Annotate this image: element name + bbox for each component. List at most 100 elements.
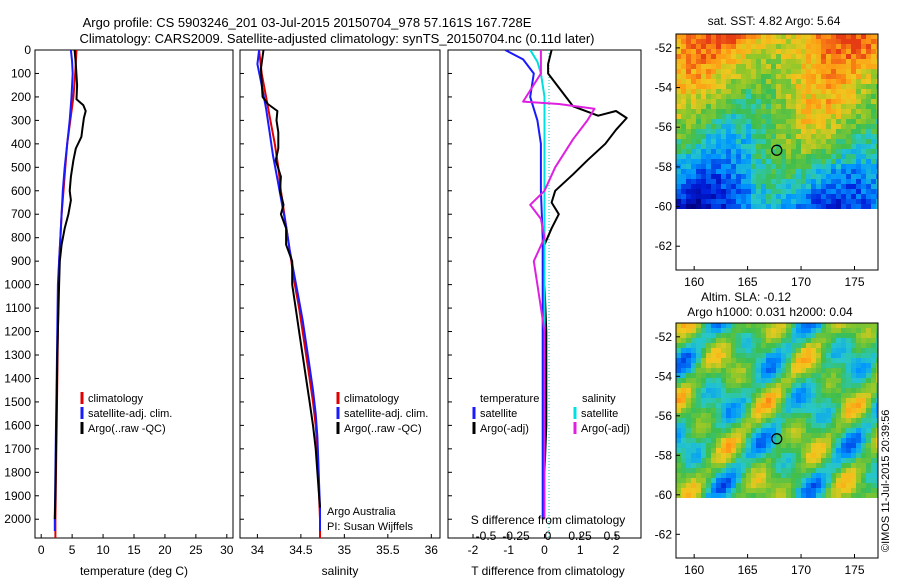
heat-cell [781,199,786,204]
heat-cell [786,194,791,199]
heat-cell [866,154,871,159]
heat-cell [776,443,781,448]
heat-cell [821,413,826,418]
heat-cell [816,189,821,194]
heat-cell [706,69,711,74]
heat-cell [836,383,841,388]
heat-cell [841,154,846,159]
heat-cell [731,493,736,498]
heat-cell [806,74,811,79]
heat-cell [811,79,816,84]
heat-cell [776,448,781,453]
heat-cell [696,398,701,403]
heat-cell [726,338,731,343]
heat-cell [876,473,878,478]
heat-cell [691,89,696,94]
heat-cell [781,134,786,139]
heat-cell [706,448,711,453]
heat-cell [841,44,846,49]
heat-cell [781,204,786,209]
heat-cell [791,328,796,333]
heat-cell [701,164,706,169]
heat-cell [871,124,876,129]
heat-cell [876,99,878,104]
heat-cell [816,458,821,463]
heat-cell [696,104,701,109]
heat-cell [751,89,756,94]
heat-cell [861,393,866,398]
heat-cell [686,458,691,463]
heat-cell [711,353,716,358]
heat-cell [776,54,781,59]
heat-cell [701,59,706,64]
heat-cell [856,49,861,54]
heat-cell [826,473,831,478]
heat-cell [701,463,706,468]
heat-cell [741,144,746,149]
heat-cell [836,114,841,119]
heat-cell [811,114,816,119]
heat-cell [816,363,821,368]
heat-cell [731,169,736,174]
heat-cell [691,358,696,363]
heat-cell [726,413,731,418]
heat-cell [776,483,781,488]
heat-cell [736,129,741,134]
heat-cell [846,124,851,129]
heat-cell [851,204,856,209]
heat-cell [756,129,761,134]
heat-cell [786,483,791,488]
heat-cell [811,363,816,368]
heat-cell [696,194,701,199]
heat-cell [771,64,776,69]
heat-cell [741,398,746,403]
heat-cell [706,169,711,174]
heat-cell [686,84,691,89]
heat-cell [686,493,691,498]
heat-cell [731,89,736,94]
heat-cell [731,94,736,99]
heat-cell [846,69,851,74]
heat-cell [861,358,866,363]
heat-cell [696,44,701,49]
heat-cell [736,378,741,383]
heat-cell [696,114,701,119]
heat-cell [676,423,681,428]
heat-cell [816,174,821,179]
heat-cell [716,333,721,338]
heat-cell [781,358,786,363]
heat-cell [831,408,836,413]
heat-cell [761,353,766,358]
heat-cell [836,169,841,174]
heat-cell [821,144,826,149]
heat-cell [686,418,691,423]
heat-cell [856,333,861,338]
heat-cell [871,398,876,403]
heat-cell [771,373,776,378]
heat-cell [861,89,866,94]
heat-cell [866,124,871,129]
heat-cell [811,69,816,74]
heat-cell [756,64,761,69]
heat-cell [696,433,701,438]
heat-cell [866,348,871,353]
x-tick-label-A-6: 30 [220,543,234,557]
heat-cell [711,184,716,189]
heat-cell [731,99,736,104]
heat-cell [761,418,766,423]
series-line-B-2 [259,50,321,508]
heat-cell [826,99,831,104]
heat-cell [856,134,861,139]
heat-cell [786,139,791,144]
heat-cell [766,74,771,79]
heat-cell [826,139,831,144]
heat-cell [846,84,851,89]
heat-cell [686,428,691,433]
heat-cell [776,433,781,438]
heat-cell [701,453,706,458]
heat-cell [826,458,831,463]
heat-cell [811,164,816,169]
heat-cell [876,438,878,443]
heat-cell [816,204,821,209]
heat-cell [701,428,706,433]
